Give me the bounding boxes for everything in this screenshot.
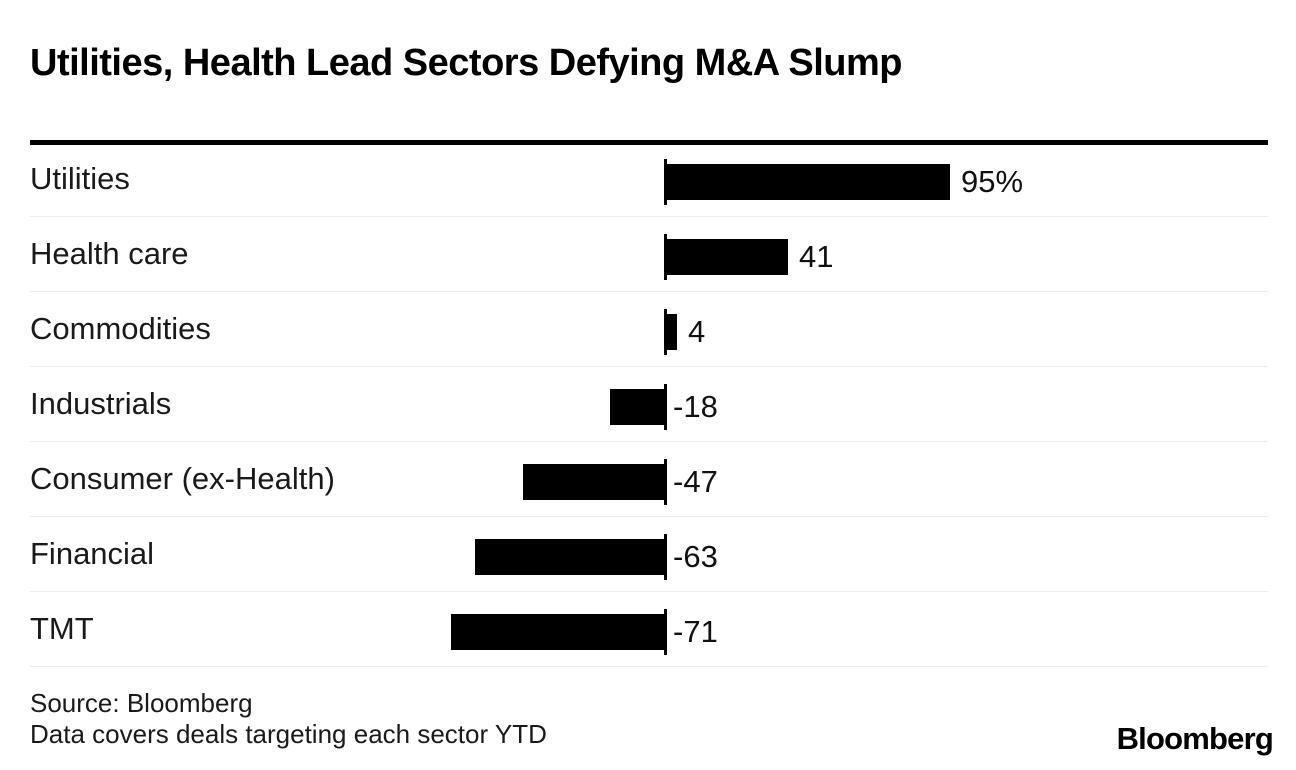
source-line: Source: Bloomberg	[30, 688, 253, 718]
value-label: -63	[673, 539, 718, 574]
chart-row: Commodities 4	[30, 292, 1268, 367]
category-label: Consumer (ex-Health)	[30, 461, 335, 496]
value-label: -18	[673, 389, 718, 424]
bar	[665, 314, 677, 350]
zero-axis-tick	[664, 459, 667, 505]
category-label: Utilities	[30, 161, 130, 196]
bloomberg-logo: Bloomberg	[1116, 721, 1274, 756]
chart-row: Health care 41	[30, 217, 1268, 292]
value-label: 41	[799, 239, 834, 274]
value-label: -71	[673, 614, 718, 649]
chart-row: TMT -71	[30, 592, 1268, 667]
zero-axis-tick	[664, 384, 667, 430]
bar	[665, 164, 950, 200]
zero-axis-tick	[664, 159, 667, 205]
chart-row: Financial -63	[30, 517, 1268, 592]
zero-axis-tick	[664, 609, 667, 655]
chart-title: Utilities, Health Lead Sectors Defying M…	[30, 42, 902, 84]
top-rule	[30, 140, 1268, 145]
bar	[475, 539, 664, 575]
zero-axis-tick	[664, 309, 667, 355]
value-label: 4	[688, 314, 706, 349]
bar-chart: Utilities 95% Health care 41 Commodities 4 Ind…	[30, 142, 1268, 667]
category-label: TMT	[30, 611, 94, 646]
zero-axis-tick	[664, 534, 667, 580]
bar	[523, 464, 664, 500]
chart-row: Industrials -18	[30, 367, 1268, 442]
value-label: 95%	[961, 164, 1024, 199]
category-label: Health care	[30, 236, 189, 271]
zero-axis-tick	[664, 234, 667, 280]
chart-row: Utilities 95%	[30, 142, 1268, 217]
value-label: -47	[673, 464, 718, 499]
data-note-line: Data covers deals targeting each sector …	[30, 719, 547, 749]
category-label: Financial	[30, 536, 155, 571]
bar	[451, 614, 664, 650]
category-label: Commodities	[30, 311, 211, 346]
bar	[610, 389, 664, 425]
source-note: Source: Bloomberg Data covers deals targ…	[30, 688, 547, 750]
bar	[665, 239, 788, 275]
chart-row: Consumer (ex-Health) -47	[30, 442, 1268, 517]
category-label: Industrials	[30, 386, 172, 421]
